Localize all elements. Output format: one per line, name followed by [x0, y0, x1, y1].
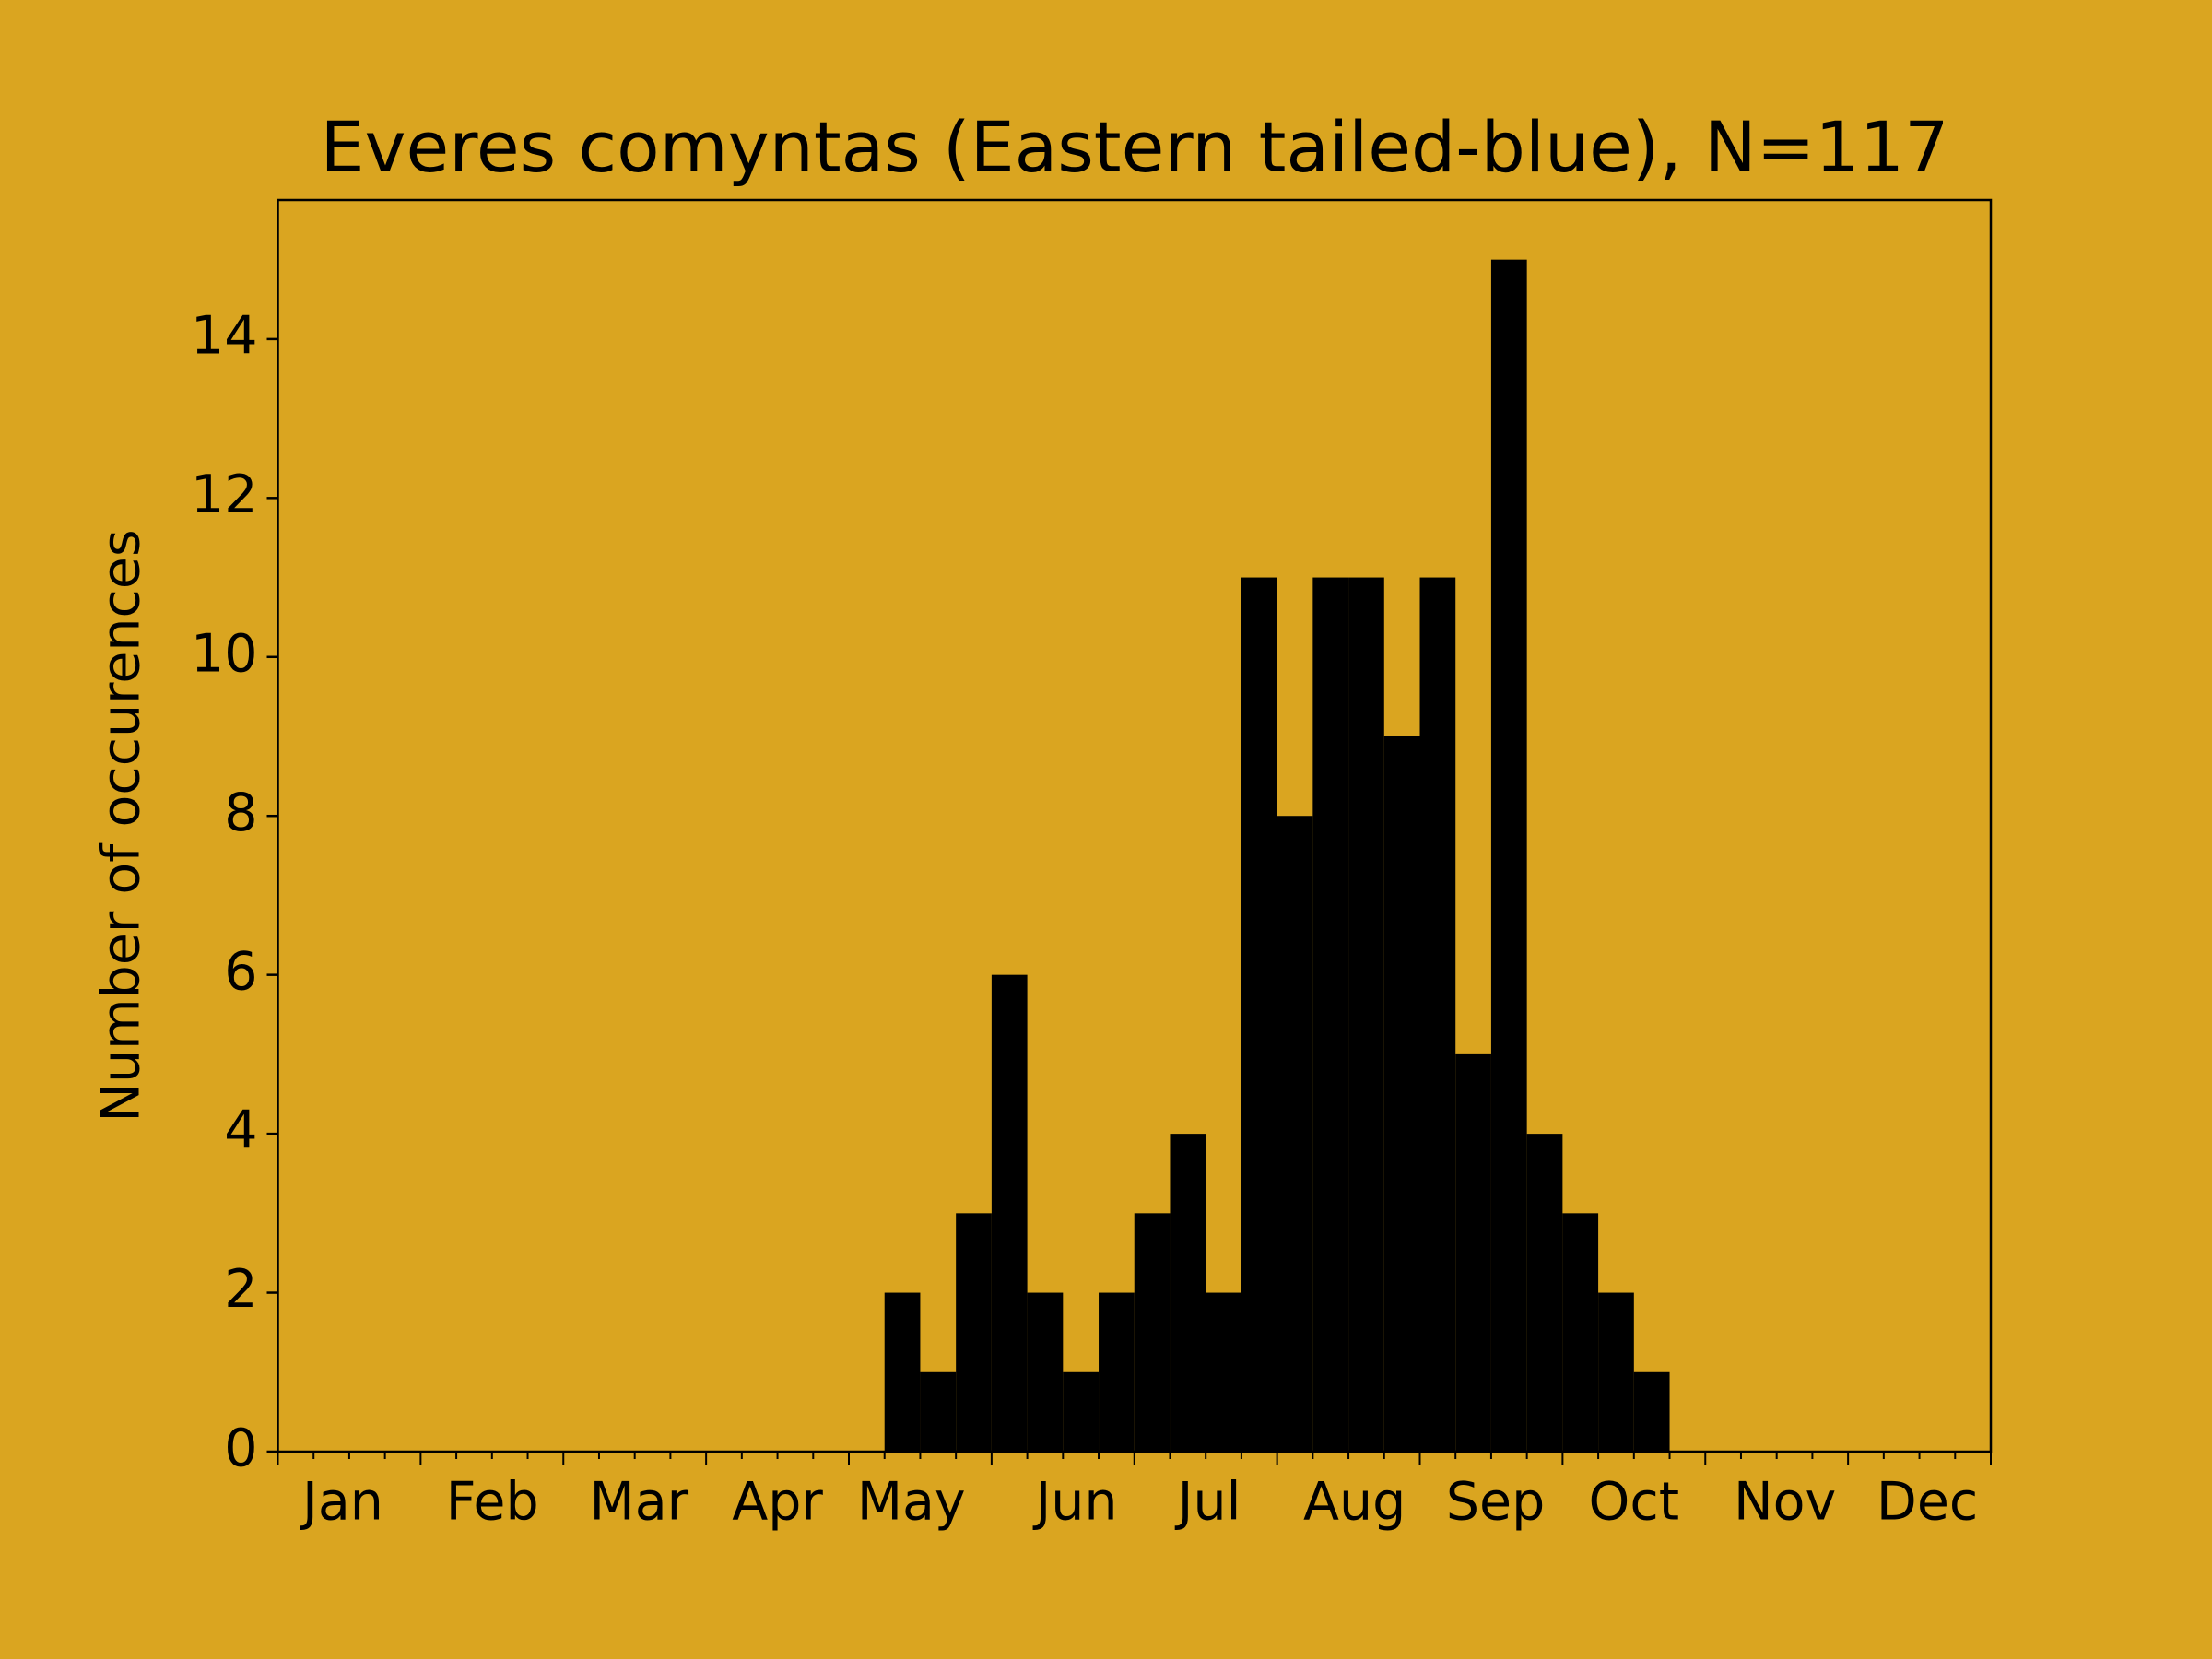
y-tick-label: 14 [191, 306, 258, 367]
y-tick-label: 10 [191, 623, 258, 684]
x-tick-label: Jun [1032, 1472, 1117, 1533]
bar [1134, 1213, 1171, 1452]
y-tick-label: 6 [224, 941, 257, 1002]
bar [884, 1292, 921, 1452]
x-tick-label: Sep [1446, 1472, 1545, 1533]
bar [991, 974, 1028, 1452]
bar [1206, 1292, 1241, 1452]
bar [1312, 577, 1349, 1452]
y-tick-label: 4 [224, 1100, 257, 1161]
bar [1277, 816, 1313, 1452]
bar [1633, 1371, 1670, 1452]
bar [920, 1371, 957, 1452]
bar [1562, 1213, 1599, 1452]
y-tick-label: 0 [224, 1418, 257, 1479]
bar [1099, 1292, 1135, 1452]
bar [1526, 1134, 1563, 1452]
y-axis-label: Number of occurences [91, 529, 152, 1122]
x-tick-label: Dec [1877, 1472, 1978, 1533]
x-tick-label: Apr [732, 1472, 823, 1533]
x-tick-label: Feb [446, 1472, 539, 1533]
y-tick-label: 2 [224, 1259, 257, 1320]
bar [956, 1213, 992, 1452]
x-tick-label: Aug [1303, 1472, 1406, 1533]
y-tick-label: 12 [191, 465, 258, 525]
y-tick-label: 8 [224, 782, 257, 843]
x-tick-label: Jul [1175, 1472, 1241, 1533]
bar [1063, 1371, 1100, 1452]
x-tick-label: Mar [590, 1472, 689, 1533]
bar [1490, 259, 1527, 1453]
x-tick-label: Oct [1589, 1472, 1680, 1533]
bar [1419, 577, 1456, 1452]
bar [1027, 1292, 1064, 1452]
bar [1455, 1053, 1491, 1452]
bar [1170, 1134, 1206, 1452]
x-tick-label: Jan [300, 1472, 383, 1533]
bar [1348, 577, 1384, 1452]
chart-title: Everes comyntas (Eastern tailed-blue), N… [321, 106, 1949, 188]
bar [1241, 577, 1277, 1452]
bar [1598, 1292, 1634, 1452]
x-tick-label: May [857, 1472, 966, 1533]
bar [1383, 736, 1420, 1452]
x-tick-label: Nov [1734, 1472, 1836, 1533]
